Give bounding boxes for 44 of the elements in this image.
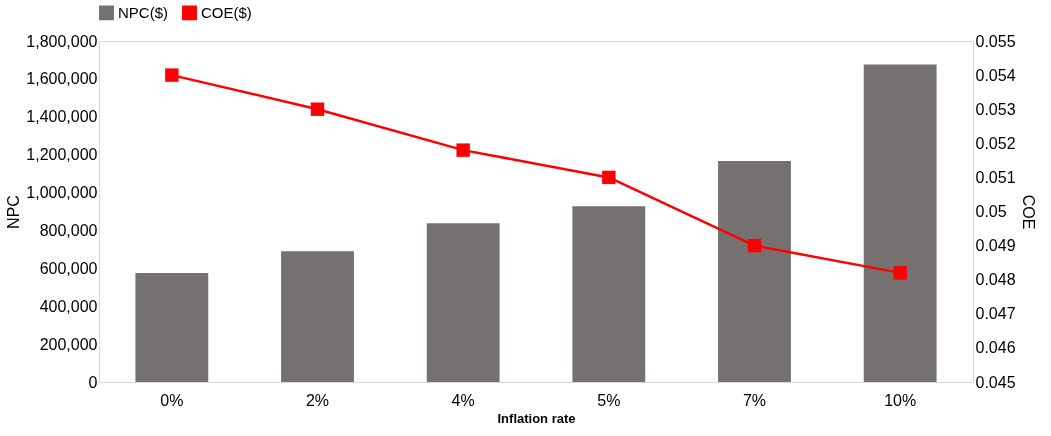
- y2-tick-label: 0.047: [975, 305, 1016, 323]
- point: [456, 143, 470, 157]
- x-tick-label: 0%: [160, 391, 184, 409]
- y2-tick-label: 0.051: [975, 168, 1016, 186]
- x-tick-label: 5%: [597, 391, 621, 409]
- y2-axis-title: COE: [1019, 194, 1037, 230]
- y2-tick-label: 0.055: [975, 32, 1016, 50]
- y-tick-label: 600,000: [39, 259, 98, 277]
- y-tick-label: 1,000,000: [26, 184, 98, 202]
- y-tick-label: 1,200,000: [26, 146, 98, 164]
- y2-tick-label: 0.046: [975, 339, 1016, 357]
- legend-label: NPC($): [118, 3, 169, 21]
- y2-tick-label: 0.049: [975, 237, 1016, 255]
- x-axis-title: Inflation rate: [497, 410, 576, 426]
- bar: [281, 251, 354, 382]
- legend-label: COE($): [201, 3, 252, 21]
- bar: [718, 160, 791, 382]
- y-tick-label: 1,600,000: [26, 70, 98, 88]
- y2-tick-label: 0.05: [975, 203, 1007, 220]
- point: [165, 68, 179, 82]
- x-tick-label: 10%: [884, 391, 917, 409]
- bar: [863, 64, 937, 382]
- bar: [572, 206, 646, 382]
- x-tick-label: 7%: [742, 391, 767, 409]
- point: [893, 266, 907, 280]
- point: [310, 102, 325, 116]
- y2-tick-label: 0.052: [975, 134, 1016, 152]
- y2-tick-label: 0.053: [975, 100, 1016, 118]
- y2-tick-label: 0.045: [975, 373, 1016, 391]
- y-tick-label: 0: [88, 373, 98, 391]
- y2-tick-label: 0.048: [975, 271, 1016, 289]
- bar: [426, 223, 500, 382]
- y-tick-label: 200,000: [39, 335, 98, 353]
- y2-tick-label: 0.054: [975, 66, 1016, 84]
- y-axis-title: NPC: [5, 195, 23, 229]
- x-tick-label: 4%: [451, 391, 475, 409]
- y-tick-label: 400,000: [39, 297, 98, 315]
- bar: [135, 273, 209, 382]
- y-tick-label: 1,400,000: [26, 108, 98, 126]
- x-tick-label: 2%: [305, 391, 330, 409]
- y-tick-label: 1,800,000: [26, 32, 98, 50]
- y-tick-label: 800,000: [39, 221, 98, 239]
- point: [602, 170, 616, 185]
- point: [747, 238, 762, 253]
